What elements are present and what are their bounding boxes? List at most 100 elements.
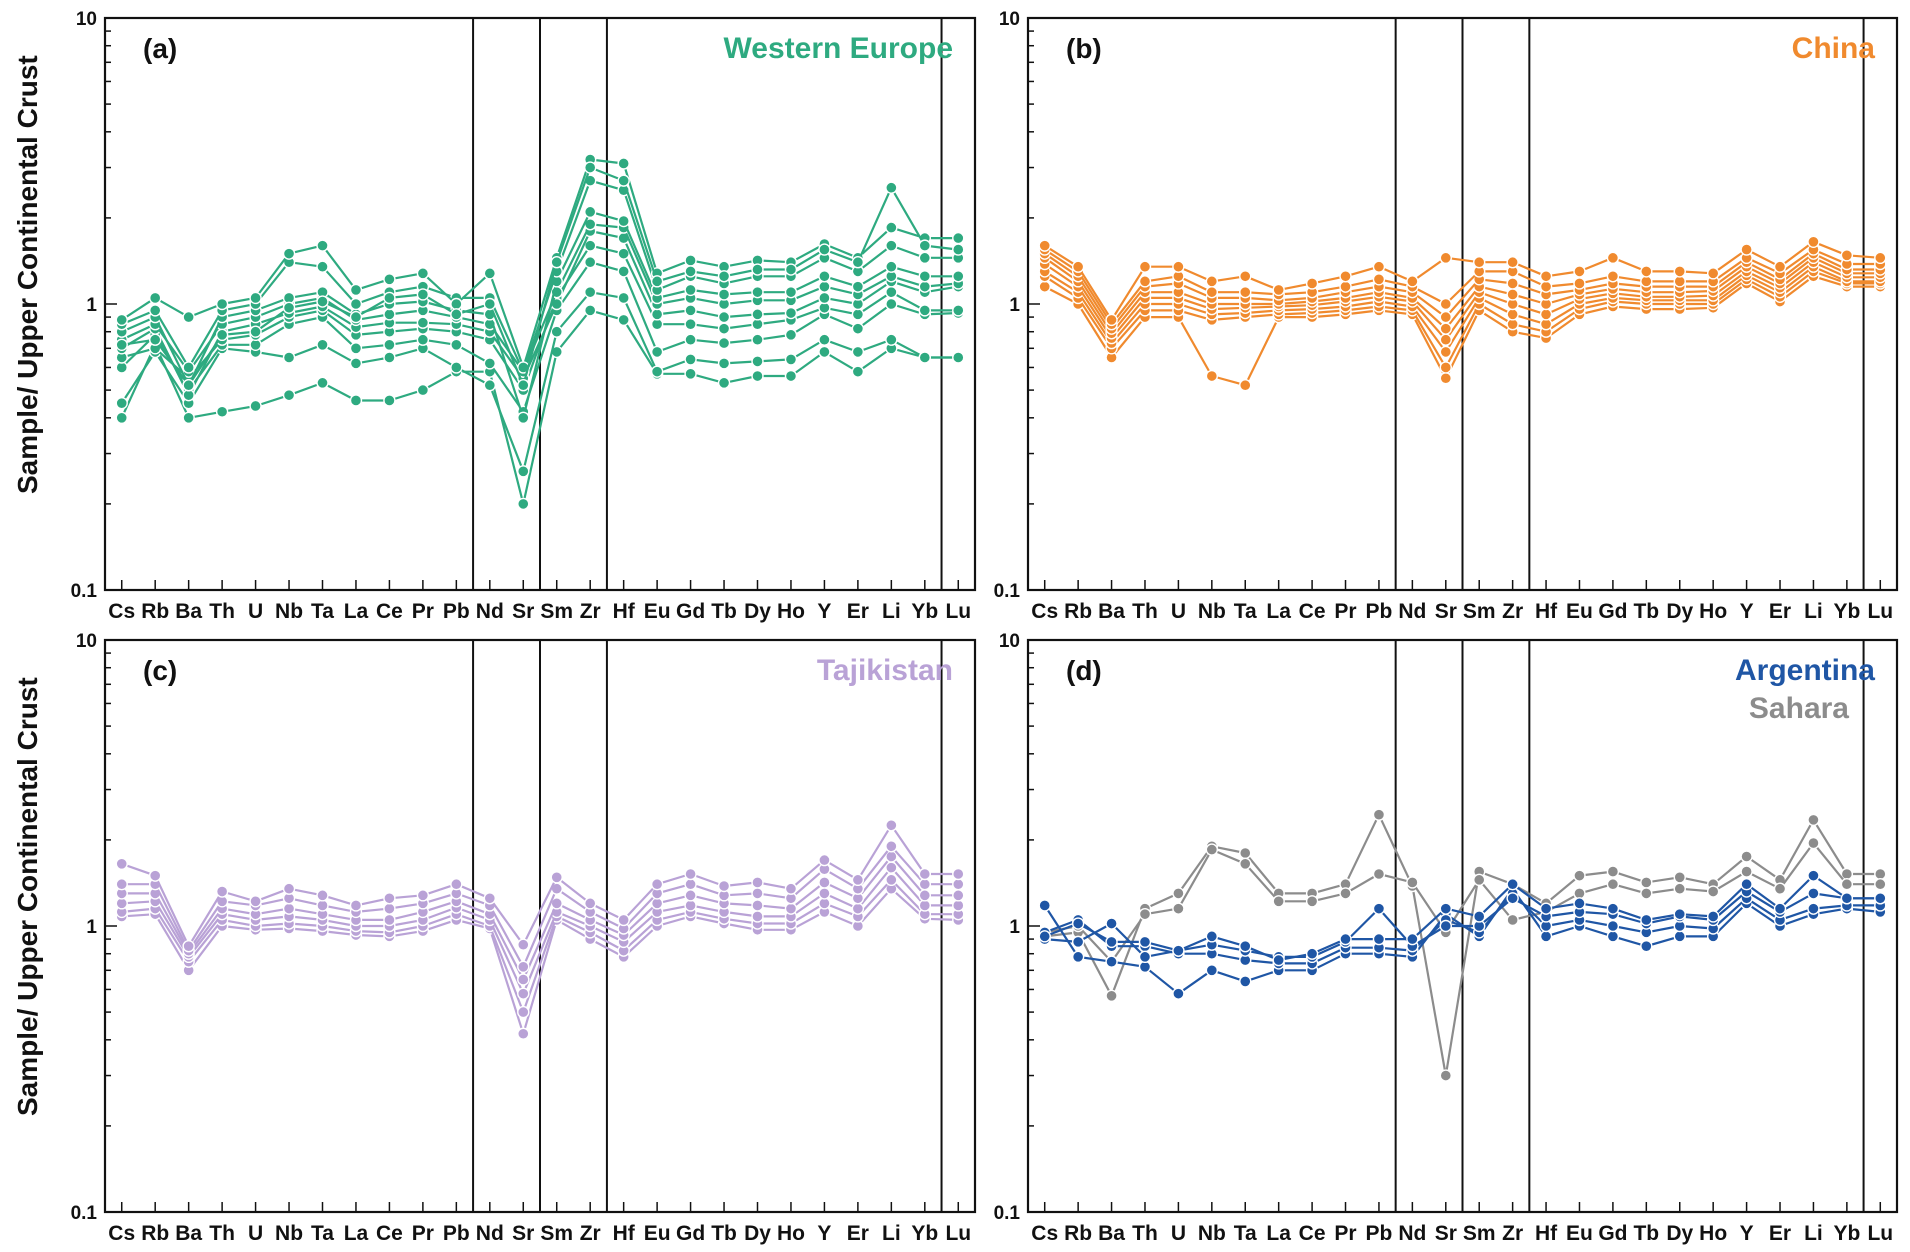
x-tick-label: Pr <box>412 1222 434 1245</box>
x-tick-label: Lu <box>945 600 971 623</box>
data-point <box>1439 322 1452 335</box>
data-point <box>1138 935 1152 949</box>
data-point <box>1172 944 1185 957</box>
data-point <box>1205 285 1219 299</box>
x-tick-label: Nd <box>476 1222 504 1245</box>
x-tick-label: Y <box>817 1222 831 1245</box>
data-point <box>784 285 798 299</box>
data-point <box>1740 878 1753 891</box>
series-6 <box>115 819 965 953</box>
data-point <box>383 338 396 352</box>
series-line <box>1044 813 1881 1077</box>
x-tick-label: Y <box>1740 1222 1754 1245</box>
x-tick-label: Er <box>847 600 869 623</box>
data-point <box>818 887 831 900</box>
data-point <box>918 867 932 881</box>
x-tick-label: U <box>248 600 263 623</box>
data-point <box>182 411 195 425</box>
data-point <box>1606 865 1620 878</box>
data-point <box>684 878 697 891</box>
data-point <box>1339 270 1352 283</box>
data-point <box>1706 910 1720 923</box>
data-point <box>751 355 764 368</box>
data-point <box>1506 308 1519 321</box>
data-point <box>918 251 932 265</box>
data-point <box>1239 975 1252 988</box>
x-tick-label: Dy <box>1666 1222 1693 1245</box>
x-tick-label: Zr <box>1502 1222 1523 1245</box>
x-tick-label: Rb <box>141 1222 169 1245</box>
x-tick-label: Li <box>1804 1222 1823 1245</box>
data-point <box>1640 887 1653 900</box>
data-point <box>182 939 195 953</box>
data-point <box>517 1027 530 1040</box>
x-tick-label: Ce <box>376 600 403 623</box>
data-point <box>885 873 898 887</box>
data-point <box>1807 813 1820 827</box>
series-line <box>1044 841 1881 963</box>
data-point <box>784 902 798 915</box>
data-point <box>583 256 597 269</box>
data-point <box>1372 867 1386 881</box>
data-point <box>517 379 530 392</box>
x-tick-label: Th <box>209 600 235 623</box>
data-point <box>818 333 831 346</box>
x-tick-label: Li <box>882 1222 901 1245</box>
data-point <box>918 899 932 912</box>
data-point <box>1773 260 1787 273</box>
y-tick-label: 1 <box>1009 295 1020 316</box>
data-point <box>215 328 229 342</box>
x-tick-label: Ho <box>1699 600 1727 623</box>
data-point <box>1606 270 1620 283</box>
data-point <box>316 295 329 308</box>
data-point <box>684 304 697 317</box>
data-point <box>851 902 865 915</box>
x-tick-label: Sm <box>540 1222 573 1245</box>
data-point <box>1473 873 1486 887</box>
x-tick-label: Zr <box>580 1222 601 1245</box>
data-point <box>1539 930 1553 943</box>
x-tick-label: Sm <box>1463 600 1496 623</box>
data-point <box>952 889 965 902</box>
data-point <box>818 280 831 293</box>
data-point <box>851 365 865 378</box>
data-point <box>684 367 697 381</box>
data-point <box>282 301 296 314</box>
data-point <box>282 882 296 895</box>
x-tick-label: Gd <box>1598 1222 1627 1245</box>
data-point <box>115 857 128 870</box>
data-point <box>1272 953 1285 967</box>
y-tick-label: 0.1 <box>994 581 1021 602</box>
x-tick-label: Ho <box>777 1222 805 1245</box>
data-point <box>851 345 865 359</box>
data-point <box>517 938 530 951</box>
data-point <box>450 297 463 311</box>
x-tick-label: Sr <box>1435 600 1457 623</box>
data-point <box>1506 277 1519 290</box>
data-point <box>483 297 497 311</box>
data-point <box>1773 882 1787 895</box>
data-point <box>1439 297 1452 311</box>
data-point <box>784 328 798 342</box>
x-tick-label: Th <box>1132 600 1158 623</box>
data-point <box>952 878 965 891</box>
data-point <box>349 899 363 912</box>
data-point <box>1138 950 1152 964</box>
data-point <box>1539 270 1553 283</box>
data-point <box>1439 919 1452 933</box>
data-point <box>1105 935 1118 949</box>
x-tick-label: La <box>344 1222 369 1245</box>
data-point <box>1372 902 1386 915</box>
data-point <box>316 338 329 352</box>
x-tick-label: Yb <box>1833 600 1860 623</box>
y-tick-label: 10 <box>76 631 97 652</box>
x-tick-label: Yb <box>911 1222 938 1245</box>
data-point <box>1539 308 1553 321</box>
y-tick-label: 0.1 <box>71 581 98 602</box>
x-tick-label: Pr <box>1334 1222 1356 1245</box>
data-point <box>1406 876 1419 889</box>
x-tick-label: U <box>248 1222 263 1245</box>
x-tick-label: U <box>1171 600 1186 623</box>
x-tick-label: Ce <box>1299 600 1326 623</box>
data-point <box>1673 871 1686 884</box>
